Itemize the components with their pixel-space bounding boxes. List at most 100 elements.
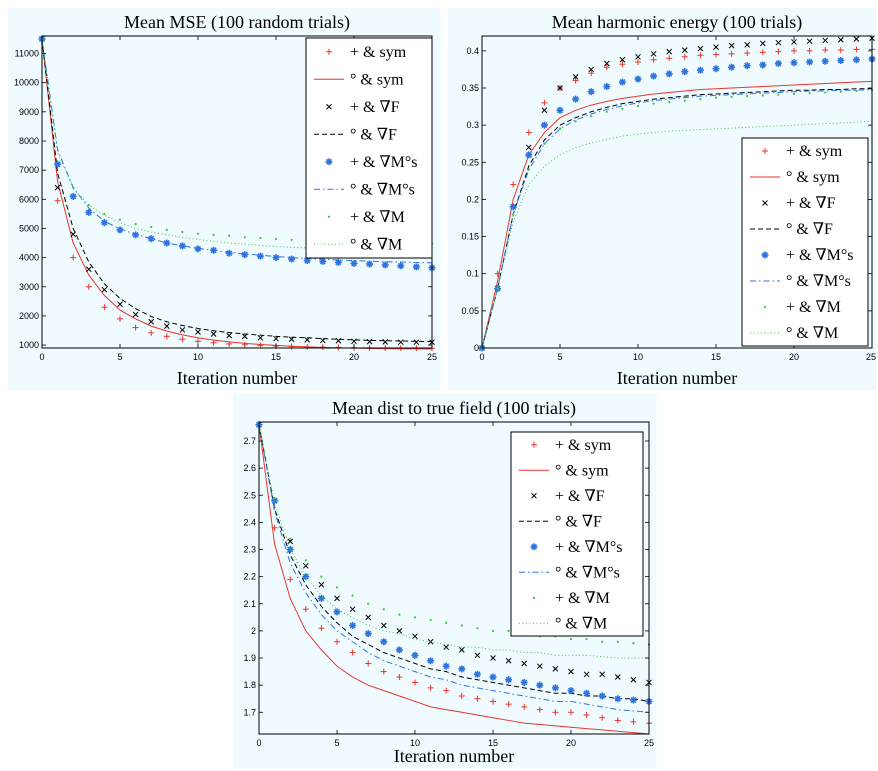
series-4 bbox=[41, 38, 433, 343]
data-point bbox=[365, 630, 372, 637]
legend-swatch bbox=[327, 215, 331, 218]
series-7 bbox=[480, 89, 874, 350]
data-point bbox=[505, 657, 512, 664]
y-tick-label: 2000 bbox=[19, 311, 39, 321]
legend-box bbox=[741, 137, 869, 347]
data-point bbox=[70, 193, 77, 200]
data-point bbox=[603, 60, 610, 67]
series-line bbox=[481, 88, 873, 349]
data-point bbox=[382, 339, 389, 345]
legend-swatch bbox=[325, 158, 333, 165]
data-point bbox=[730, 95, 733, 99]
legend-label: + & ∇M°s bbox=[350, 154, 418, 171]
data-point bbox=[759, 40, 766, 47]
y-tick-label: 0.25 bbox=[461, 157, 479, 167]
legend-label: ° & ∇M bbox=[786, 325, 838, 342]
data-point bbox=[287, 538, 294, 545]
data-point bbox=[666, 70, 673, 77]
data-point bbox=[552, 666, 559, 672]
legend-label: ° & ∇M°s bbox=[786, 273, 851, 290]
legend-item: ° & sym bbox=[314, 71, 404, 88]
data-point bbox=[398, 613, 401, 616]
chart-title: Mean harmonic energy (100 trials) bbox=[552, 12, 803, 33]
data-point bbox=[274, 237, 278, 241]
x-axis-label: Iteration number bbox=[394, 746, 514, 766]
data-point bbox=[636, 104, 640, 107]
data-point bbox=[350, 260, 358, 267]
legend-label: ° & sym bbox=[786, 169, 840, 186]
data-point bbox=[824, 91, 827, 94]
legend-label: + & ∇F bbox=[350, 99, 400, 116]
x-tick-label: 10 bbox=[633, 352, 643, 362]
x-tick-label: 10 bbox=[410, 738, 420, 748]
data-point bbox=[666, 48, 673, 55]
data-point bbox=[853, 56, 860, 63]
data-point bbox=[272, 254, 280, 261]
legend-item: + & ∇F bbox=[531, 488, 605, 505]
data-point bbox=[683, 99, 686, 102]
data-point bbox=[599, 671, 606, 678]
chart-title: Mean dist to true field (100 trials) bbox=[332, 398, 576, 419]
y-tick-label: 9000 bbox=[19, 107, 39, 117]
data-point bbox=[583, 671, 590, 678]
legend-label: + & ∇M bbox=[350, 209, 405, 226]
legend-label: ° & ∇M bbox=[350, 236, 402, 253]
data-point bbox=[527, 168, 530, 171]
data-point bbox=[257, 253, 264, 260]
x-tick-label: 15 bbox=[271, 352, 281, 362]
data-point bbox=[476, 627, 479, 630]
legend-swatch bbox=[762, 200, 768, 206]
y-tick-label: 2.4 bbox=[243, 517, 256, 527]
data-point bbox=[525, 151, 532, 158]
data-point bbox=[304, 559, 307, 562]
x-tick-label: 0 bbox=[479, 352, 484, 362]
data-point bbox=[289, 537, 292, 540]
data-point bbox=[572, 96, 579, 103]
series-line bbox=[258, 424, 650, 713]
y-tick-label: 0 bbox=[474, 343, 479, 353]
data-point bbox=[761, 94, 764, 97]
x-tick-label: 20 bbox=[349, 352, 359, 362]
legend-item: + & sym bbox=[531, 437, 612, 454]
legend-box bbox=[510, 431, 644, 637]
data-point bbox=[443, 663, 450, 670]
data-point bbox=[413, 616, 417, 619]
data-point bbox=[302, 562, 309, 569]
data-point bbox=[54, 184, 61, 191]
data-point bbox=[521, 660, 528, 667]
y-tick-label: 4000 bbox=[19, 253, 39, 263]
data-point bbox=[54, 161, 61, 168]
mse-chart: Mean MSE (100 random trials) 0 5 10 15 20 25 10… bbox=[14, 12, 437, 388]
data-point bbox=[226, 332, 233, 339]
y-tick-label: 2.5 bbox=[243, 490, 256, 500]
legend-item: ° & ∇M°s bbox=[314, 181, 415, 198]
legend-swatch bbox=[530, 543, 538, 550]
data-point bbox=[521, 679, 528, 686]
legend-label: ° & ∇F bbox=[350, 126, 397, 143]
legend-item: ° & ∇M bbox=[314, 236, 402, 253]
legend-swatch bbox=[326, 103, 332, 110]
data-point bbox=[744, 42, 751, 48]
data-point bbox=[163, 323, 170, 329]
data-point bbox=[335, 259, 342, 266]
x-tick-label: 20 bbox=[789, 352, 799, 362]
data-point bbox=[72, 186, 75, 189]
data-point bbox=[70, 231, 77, 238]
legend-label: ° & ∇M°s bbox=[555, 564, 620, 581]
x-tick-label: 25 bbox=[866, 352, 876, 362]
legend-swatch bbox=[531, 492, 537, 499]
data-point bbox=[179, 242, 186, 249]
data-point bbox=[490, 655, 496, 661]
data-point bbox=[536, 682, 543, 689]
data-point bbox=[411, 652, 419, 659]
y-tick-label: 2.7 bbox=[243, 436, 256, 446]
legend-item: ° & ∇F bbox=[314, 126, 397, 143]
data-point bbox=[837, 57, 844, 64]
legend-label: ° & ∇M bbox=[555, 615, 607, 632]
series-line bbox=[481, 80, 873, 349]
data-point bbox=[536, 663, 543, 670]
data-point bbox=[367, 602, 370, 605]
y-tick-label: 2 bbox=[251, 626, 256, 636]
series-4 bbox=[481, 88, 872, 349]
legend-label: ° & sym bbox=[555, 462, 609, 479]
